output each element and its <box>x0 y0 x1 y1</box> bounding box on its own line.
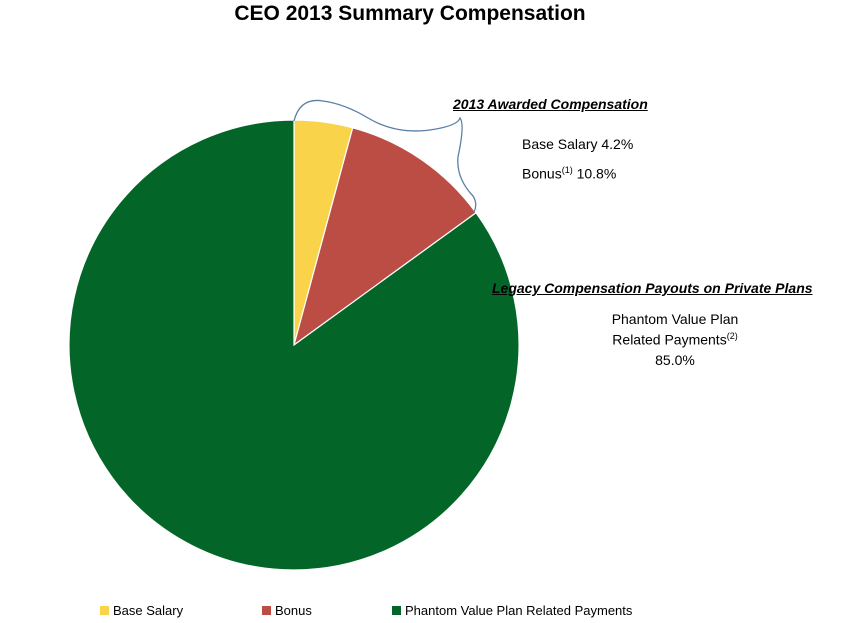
chart-title: CEO 2013 Summary Compensation <box>234 2 586 25</box>
legacy-heading: Legacy Compensation Payouts on Private P… <box>492 280 813 296</box>
phantom-footnote-marker: (2) <box>726 331 738 341</box>
legend-label-bonus: Bonus <box>275 603 312 618</box>
bonus-footnote-marker: (1) <box>561 165 573 175</box>
base-salary-data-label: Base Salary 4.2% <box>522 136 634 152</box>
pie-chart <box>68 99 520 571</box>
bonus-value-text: 10.8% <box>572 165 617 182</box>
phantom-label-line2: Related Payments(2) <box>590 331 760 348</box>
pie-slice-bonus <box>292 127 477 347</box>
legend-item-bonus: Bonus <box>262 603 312 618</box>
legend-label-base-salary: Base Salary <box>113 603 184 618</box>
legend: Base Salary Bonus Phantom Value Plan Rel… <box>0 603 860 621</box>
phantom-label-line2-text: Related Payments <box>612 331 727 348</box>
legend-swatch-bonus <box>262 606 271 615</box>
phantom-label-line1: Phantom Value Plan <box>611 311 739 327</box>
legend-swatch-base-salary <box>100 606 109 615</box>
legend-item-base-salary: Base Salary <box>100 603 183 618</box>
phantom-value-label: 85.0% <box>655 352 695 368</box>
awarded-heading: 2013 Awarded Compensation <box>453 96 648 112</box>
legend-label-phantom: Phantom Value Plan Related Payments <box>405 603 633 618</box>
legend-item-phantom: Phantom Value Plan Related Payments <box>392 603 632 618</box>
legend-swatch-phantom <box>392 606 401 615</box>
bonus-label-text: Bonus <box>522 165 562 182</box>
awarded-bracket <box>293 99 477 213</box>
bonus-data-label: Bonus(1) 10.8% <box>522 165 616 182</box>
pie-slice-phantom-value-plan-related-payments <box>68 119 520 571</box>
